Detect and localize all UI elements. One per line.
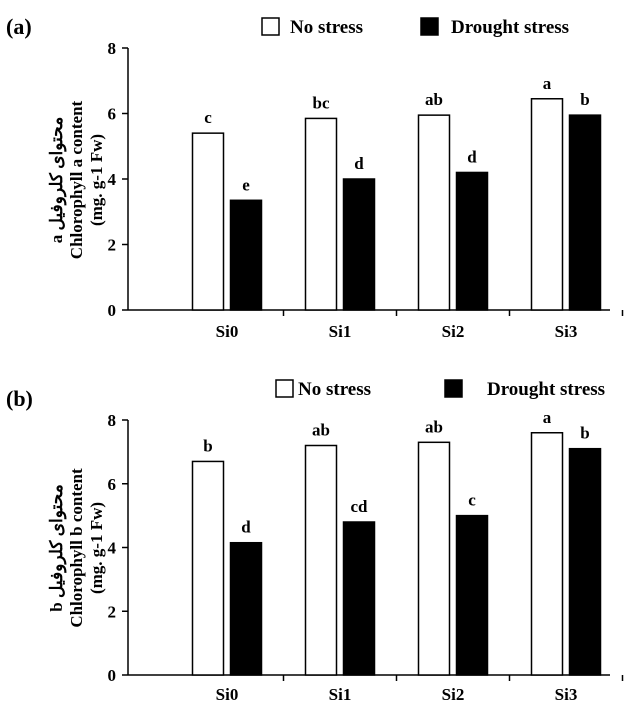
legend-swatch-drought-stress (444, 379, 463, 398)
bar (417, 114, 451, 311)
y-axis-label: (mg. g-1 Fw) (87, 134, 106, 226)
y-tick-label: 4 (108, 170, 117, 189)
y-axis-label: Chlorophyll a content (67, 100, 86, 259)
bar (455, 171, 489, 311)
significance-letter: d (467, 147, 477, 166)
panel-label: (a) (6, 14, 32, 39)
x-tick-label: Si1 (329, 322, 352, 341)
legend-label: No stress (298, 379, 371, 400)
bar (304, 117, 338, 311)
legend-label: No stress (290, 17, 363, 38)
significance-letter: a (543, 74, 552, 93)
legend-label: Drought stress (451, 17, 569, 38)
significance-letter: ab (425, 417, 443, 436)
significance-letter: ab (312, 421, 330, 440)
significance-letter: ab (425, 90, 443, 109)
x-tick-label: Si2 (442, 322, 465, 341)
x-tick-label: Si3 (555, 322, 578, 341)
significance-letter: c (204, 108, 212, 127)
significance-letter: bc (313, 93, 330, 112)
legend-swatch-no-stress (261, 17, 280, 36)
significance-letter: d (354, 154, 364, 173)
y-tick-label: 0 (108, 301, 117, 320)
bar (342, 521, 376, 676)
bar (568, 447, 602, 676)
legend-swatch-no-stress (275, 379, 294, 398)
x-tick-label: Si0 (216, 685, 239, 704)
y-axis-label: Chlorophyll b content (67, 468, 86, 628)
bar (191, 460, 225, 676)
y-axis-label: a محتوای کلروفیل (47, 117, 67, 243)
y-tick-label: 8 (108, 411, 117, 430)
significance-letter: c (468, 491, 476, 510)
y-axis-label: (mg. g-1 Fw) (87, 502, 106, 594)
x-tick-label: Si3 (555, 685, 578, 704)
y-tick-label: 6 (108, 105, 117, 124)
legend-swatch-drought-stress (420, 17, 439, 36)
significance-letter: cd (351, 497, 369, 516)
significance-letter: b (203, 436, 212, 455)
significance-letter: a (543, 408, 552, 427)
x-tick-label: Si0 (216, 322, 239, 341)
bar (229, 199, 263, 311)
panel-label: (b) (6, 386, 33, 411)
significance-letter: b (580, 424, 589, 443)
legend-label: Drought stress (487, 379, 605, 400)
y-tick-label: 0 (108, 666, 117, 685)
x-tick-label: Si2 (442, 685, 465, 704)
bar (530, 98, 564, 311)
bar (229, 541, 263, 676)
x-tick-label: Si1 (329, 685, 352, 704)
y-tick-label: 6 (108, 475, 117, 494)
significance-letter: d (241, 518, 251, 537)
y-axis-label: b محتوای کلروفیل (47, 484, 67, 611)
significance-letter: e (242, 175, 250, 194)
significance-letter: b (580, 90, 589, 109)
bar (342, 178, 376, 311)
bar (568, 114, 602, 311)
y-tick-label: 4 (108, 539, 117, 558)
bar (530, 432, 564, 676)
y-tick-label: 2 (108, 602, 117, 621)
bar (304, 444, 338, 676)
bar (417, 441, 451, 676)
bar (191, 132, 225, 311)
bar (455, 514, 489, 676)
y-tick-label: 8 (108, 39, 117, 58)
y-tick-label: 2 (108, 236, 117, 255)
